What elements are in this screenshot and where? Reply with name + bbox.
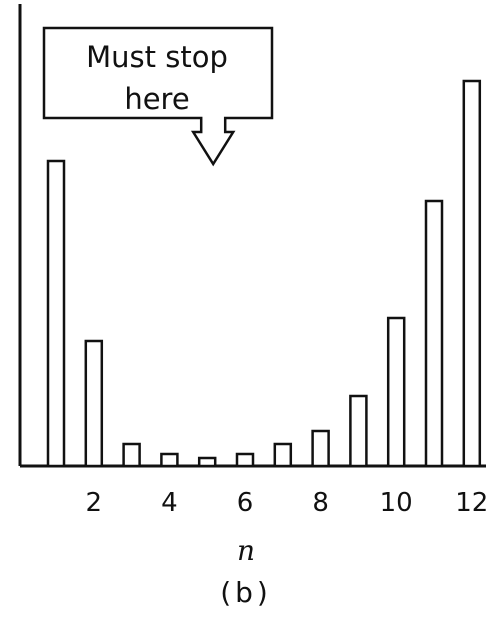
bar-n-12 xyxy=(462,79,482,468)
bar-n-3 xyxy=(122,442,141,468)
callout-box xyxy=(42,26,274,167)
bar-n-9 xyxy=(349,394,368,468)
x-tick-label-12: 12 xyxy=(455,488,489,518)
x-tick-label-2: 2 xyxy=(85,488,103,518)
callout-line-1: Must stop xyxy=(86,40,228,74)
bar-n-11 xyxy=(424,199,444,468)
bar-n-1 xyxy=(46,159,66,468)
callout-arrow-box xyxy=(42,26,274,167)
bar-n-7 xyxy=(273,442,293,468)
bar-n-8 xyxy=(311,429,330,468)
x-tick-label-4: 4 xyxy=(161,488,178,518)
bar-n-5 xyxy=(197,456,217,468)
bars xyxy=(46,79,482,468)
callout-text: Must stop here xyxy=(46,36,268,120)
x-tick-label-6: 6 xyxy=(236,488,254,518)
x-tick-label-10: 10 xyxy=(379,488,413,518)
bar-n-6 xyxy=(235,452,255,468)
bar-n-10 xyxy=(386,316,406,468)
panel-label: (b) xyxy=(220,576,272,609)
x-tick-label-8: 8 xyxy=(312,488,329,518)
x-axis-label: n xyxy=(236,534,256,567)
bar-n-2 xyxy=(84,339,104,468)
callout-line-2: here xyxy=(124,82,190,116)
bar-n-4 xyxy=(160,452,179,468)
